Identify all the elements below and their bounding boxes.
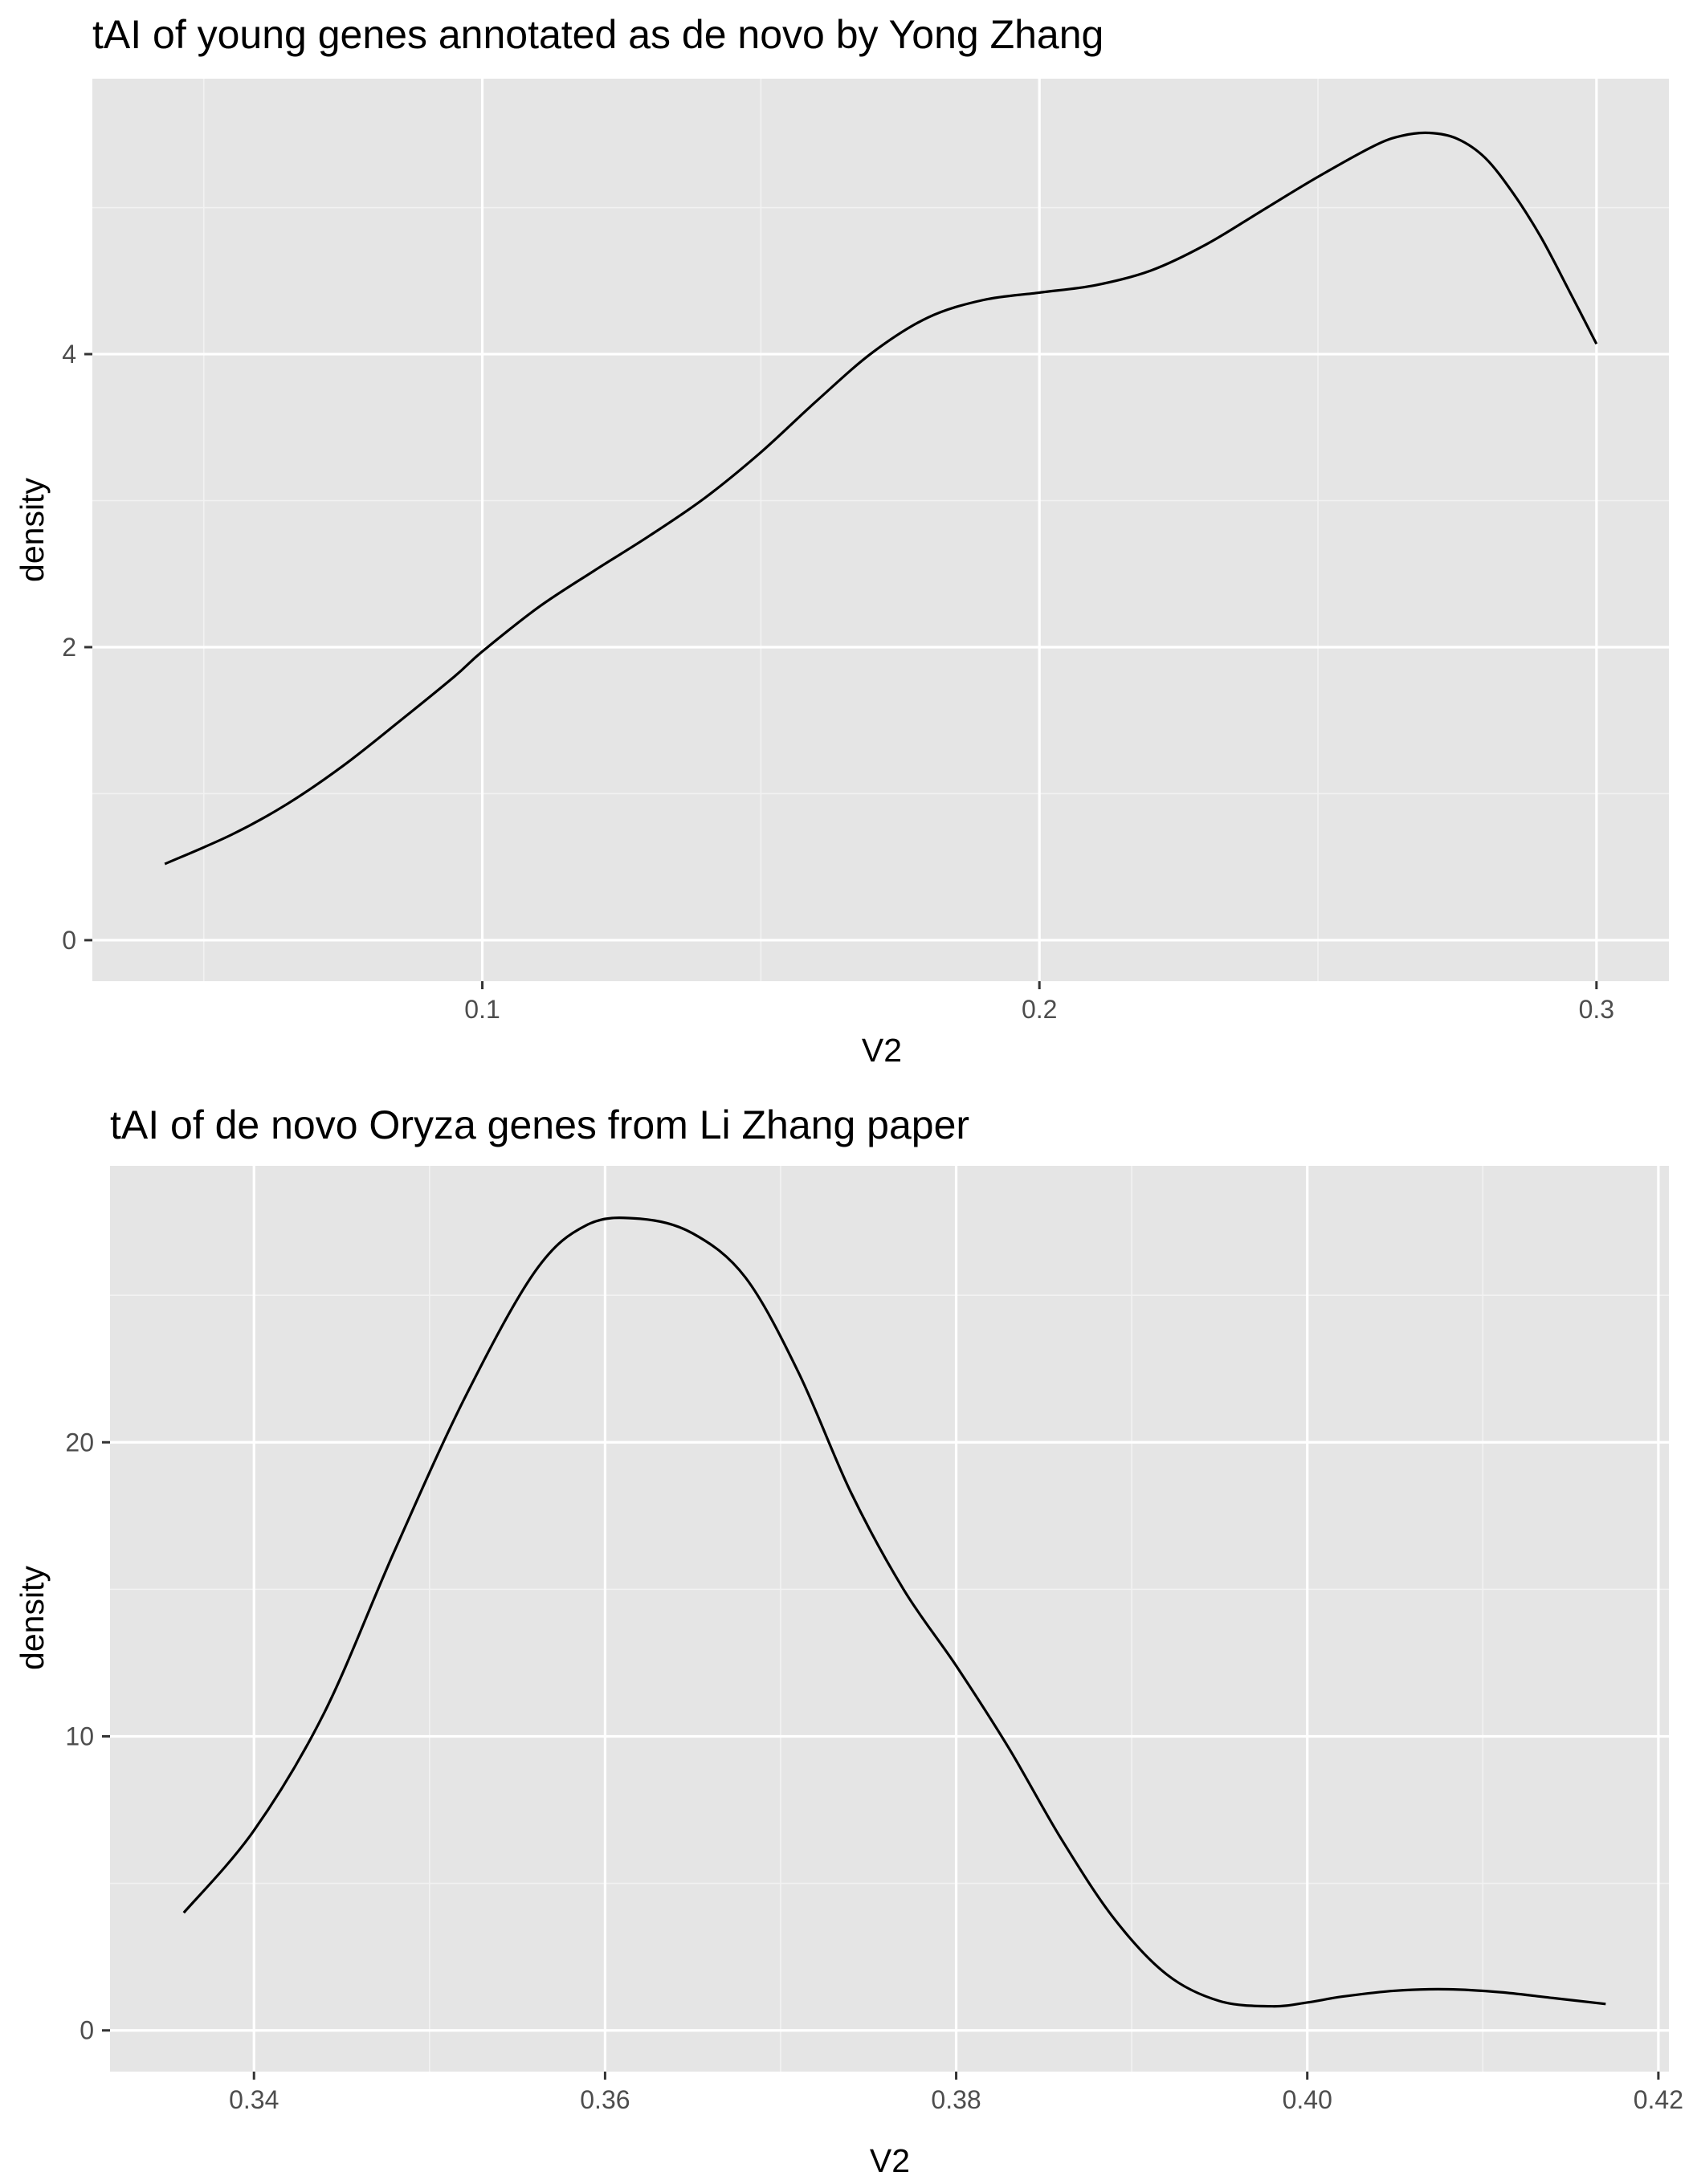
density-chart-top: tAI of young genes annotated as de novo … — [14, 12, 1669, 1069]
minor-gridlines — [92, 79, 1669, 981]
y-tick-label: 10 — [65, 1722, 94, 1750]
x-axis-title: V2 — [862, 1032, 902, 1069]
plot-panel — [110, 1166, 1669, 2072]
major-gridlines — [110, 1166, 1669, 2072]
x-tick-label: 0.3 — [1579, 995, 1614, 1024]
plot-panel — [92, 79, 1669, 981]
y-axis: 0 2 4 — [62, 340, 92, 955]
y-tick-label: 4 — [62, 340, 76, 369]
density-chart-bottom: tAI of de novo Oryza genes from Li Zhang… — [14, 1102, 1683, 2179]
x-tick-label: 0.1 — [464, 995, 500, 1024]
y-axis: 0 10 20 — [65, 1428, 110, 2045]
x-tick-label: 0.2 — [1022, 995, 1057, 1024]
x-tick-label: 0.36 — [580, 2085, 630, 2114]
x-axis-title: V2 — [870, 2142, 910, 2179]
x-axis: 0.34 0.36 0.38 0.40 0.42 — [229, 2072, 1683, 2114]
x-tick-label: 0.42 — [1634, 2085, 1683, 2114]
y-tick-label: 0 — [80, 2016, 94, 2045]
density-curve — [164, 131, 1598, 866]
chart-title: tAI of young genes annotated as de novo … — [92, 12, 1104, 57]
x-axis: 0.1 0.2 0.3 — [464, 981, 1614, 1024]
y-axis-title: density — [14, 478, 51, 582]
x-tick-label: 0.40 — [1283, 2085, 1332, 2114]
y-tick-label: 2 — [62, 633, 76, 662]
major-gridlines — [92, 79, 1669, 981]
y-tick-label: 20 — [65, 1428, 94, 1457]
y-axis-title: density — [14, 1566, 51, 1670]
y-tick-label: 0 — [62, 926, 76, 955]
x-tick-label: 0.38 — [931, 2085, 981, 2114]
chart-title: tAI of de novo Oryza genes from Li Zhang… — [110, 1102, 969, 1147]
density-curve — [182, 1216, 1606, 2008]
x-tick-label: 0.34 — [229, 2085, 279, 2114]
minor-gridlines — [110, 1166, 1669, 2072]
